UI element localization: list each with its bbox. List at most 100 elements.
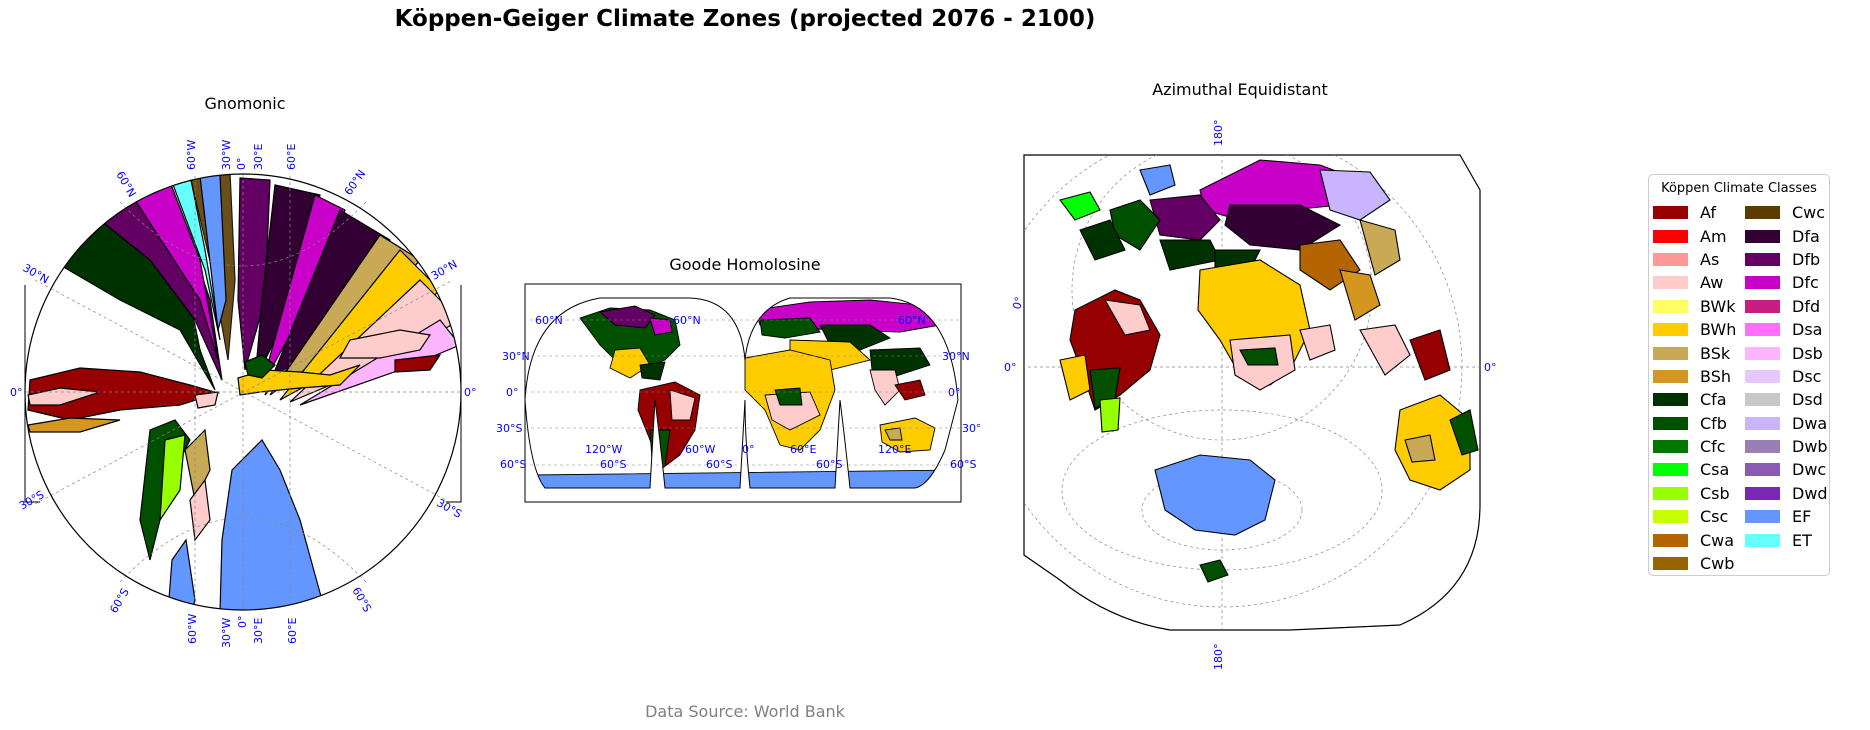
legend-column: Af Am As Aw BWk BWh BSk BSh Cfa Cfb Cfc Csa Csb Csc Cw… xyxy=(1653,201,1736,575)
legend-item: Dfd xyxy=(1745,295,1828,318)
legend-swatch xyxy=(1653,346,1688,360)
legend-title: Köppen Climate Classes xyxy=(1661,181,1817,196)
legend-swatch xyxy=(1653,323,1688,337)
gnomonic-lon-label: 60°W xyxy=(186,614,199,644)
legend-swatch xyxy=(1745,369,1780,383)
legend-label: Cfb xyxy=(1700,413,1727,433)
legend-item: Aw xyxy=(1653,271,1736,294)
legend-label: BSh xyxy=(1700,366,1731,386)
gnomonic-map: 60°W 30°W 0° 30°E 60°E 60°N 60°N 30°N 30… xyxy=(10,140,477,648)
legend-swatch xyxy=(1653,557,1688,571)
legend-swatch xyxy=(1745,393,1780,407)
gnomonic-lat-label: 60°N xyxy=(113,169,138,200)
legend-item: BWk xyxy=(1653,295,1736,318)
azimuthal-map: 180° 180° 0° 0° 0° xyxy=(1004,120,1497,671)
legend-label: Dsb xyxy=(1792,343,1823,363)
gnomonic-lat-label: 30°N xyxy=(21,261,52,286)
legend-item: EF xyxy=(1745,505,1828,528)
legend-item: Cfa xyxy=(1653,388,1736,411)
legend-label: Cwc xyxy=(1792,203,1826,223)
legend-label: As xyxy=(1700,249,1720,269)
legend-item: ET xyxy=(1745,528,1828,551)
azimuthal-lon-label: 180° xyxy=(1212,644,1225,671)
legend-swatch xyxy=(1745,323,1780,337)
goode-lat-label: 60°S xyxy=(706,458,732,471)
legend-swatch xyxy=(1745,276,1780,290)
goode-lat-label: 60°N xyxy=(898,314,926,327)
legend-swatch xyxy=(1745,440,1780,454)
legend-item: Dfc xyxy=(1745,271,1828,294)
legend-item: BSk xyxy=(1653,341,1736,364)
legend-label: ET xyxy=(1792,530,1812,550)
legend-item: Af xyxy=(1653,201,1736,224)
goode-lat-label: 30°S xyxy=(496,422,522,435)
azimuthal-lat-label: 0° xyxy=(1004,361,1017,374)
legend-item: Dsa xyxy=(1745,318,1828,341)
legend-swatch xyxy=(1653,416,1688,430)
goode-lon-label: 60°W xyxy=(685,443,715,456)
legend-label: Dwb xyxy=(1792,437,1828,457)
legend-label: Af xyxy=(1700,203,1717,223)
legend-item: Dwa xyxy=(1745,412,1828,435)
azimuthal-lon-label: 180° xyxy=(1212,120,1225,147)
legend-swatch xyxy=(1653,486,1688,500)
gnomonic-lon-label: 30°E xyxy=(252,144,265,170)
legend-swatch xyxy=(1745,346,1780,360)
goode-lat-label: 30°N xyxy=(942,350,970,363)
gnomonic-lat-label: 0° xyxy=(464,386,477,399)
legend-label: Am xyxy=(1700,226,1727,246)
legend-swatch xyxy=(1745,533,1780,547)
legend-label: Cfc xyxy=(1700,437,1726,457)
legend-label: Dsd xyxy=(1792,390,1823,410)
legend-swatch xyxy=(1653,393,1688,407)
legend-item: Cwb xyxy=(1653,552,1736,575)
azimuthal-lat-label: 0° xyxy=(1484,361,1497,374)
gnomonic-lon-label: 0° xyxy=(236,616,249,629)
legend-swatch xyxy=(1745,229,1780,243)
figure-title: Köppen-Geiger Climate Zones (projected 2… xyxy=(394,6,1096,32)
goode-lat-label: 60°S xyxy=(950,458,976,471)
legend-label: Csc xyxy=(1700,507,1729,527)
goode-lat-label: 0° xyxy=(948,386,961,399)
legend-item: BWh xyxy=(1653,318,1736,341)
gnomonic-lon-label: 60°E xyxy=(285,144,298,170)
legend-item: Dfb xyxy=(1745,248,1828,271)
legend-item: Csc xyxy=(1653,505,1736,528)
legend-swatch xyxy=(1653,276,1688,290)
legend-swatch xyxy=(1653,252,1688,266)
gnomonic-lat-label: 0° xyxy=(10,386,23,399)
goode-lat-label: 30°S xyxy=(962,422,980,435)
azimuthal-lat-label: 0° xyxy=(1010,295,1026,310)
legend-item: Csb xyxy=(1653,482,1736,505)
legend-item: BSh xyxy=(1653,365,1736,388)
legend-label: Csa xyxy=(1700,460,1730,480)
legend-item: Am xyxy=(1653,224,1736,247)
legend-swatch xyxy=(1745,510,1780,524)
legend-label: BWh xyxy=(1700,320,1737,340)
legend-swatch xyxy=(1745,486,1780,500)
legend-label: Cfa xyxy=(1700,390,1727,410)
legend-swatch xyxy=(1653,510,1688,524)
legend-label: Cwa xyxy=(1700,530,1735,550)
legend-item: Dfa xyxy=(1745,224,1828,247)
goode-lat-label: 0° xyxy=(506,386,519,399)
legend-item: Cfc xyxy=(1653,435,1736,458)
legend-swatch xyxy=(1653,299,1688,313)
gnomonic-lat-label: 30°S xyxy=(435,496,464,521)
legend-swatch xyxy=(1745,252,1780,266)
legend-item: Cwc xyxy=(1745,201,1828,224)
legend-swatch xyxy=(1745,416,1780,430)
azimuthal-title: Azimuthal Equidistant xyxy=(1152,80,1328,99)
legend-swatch xyxy=(1745,299,1780,313)
legend-swatch xyxy=(1653,369,1688,383)
legend-label: Dfa xyxy=(1792,226,1820,246)
data-source: Data Source: World Bank xyxy=(645,702,845,721)
goode-lat-label: 30°N xyxy=(502,350,530,363)
legend-swatch xyxy=(1653,463,1688,477)
legend-label: Aw xyxy=(1700,273,1724,293)
legend-item: Dwd xyxy=(1745,482,1828,505)
legend-swatch xyxy=(1745,463,1780,477)
legend-label: Dwc xyxy=(1792,460,1827,480)
legend-label: BSk xyxy=(1700,343,1731,363)
legend-item: Dsb xyxy=(1745,341,1828,364)
